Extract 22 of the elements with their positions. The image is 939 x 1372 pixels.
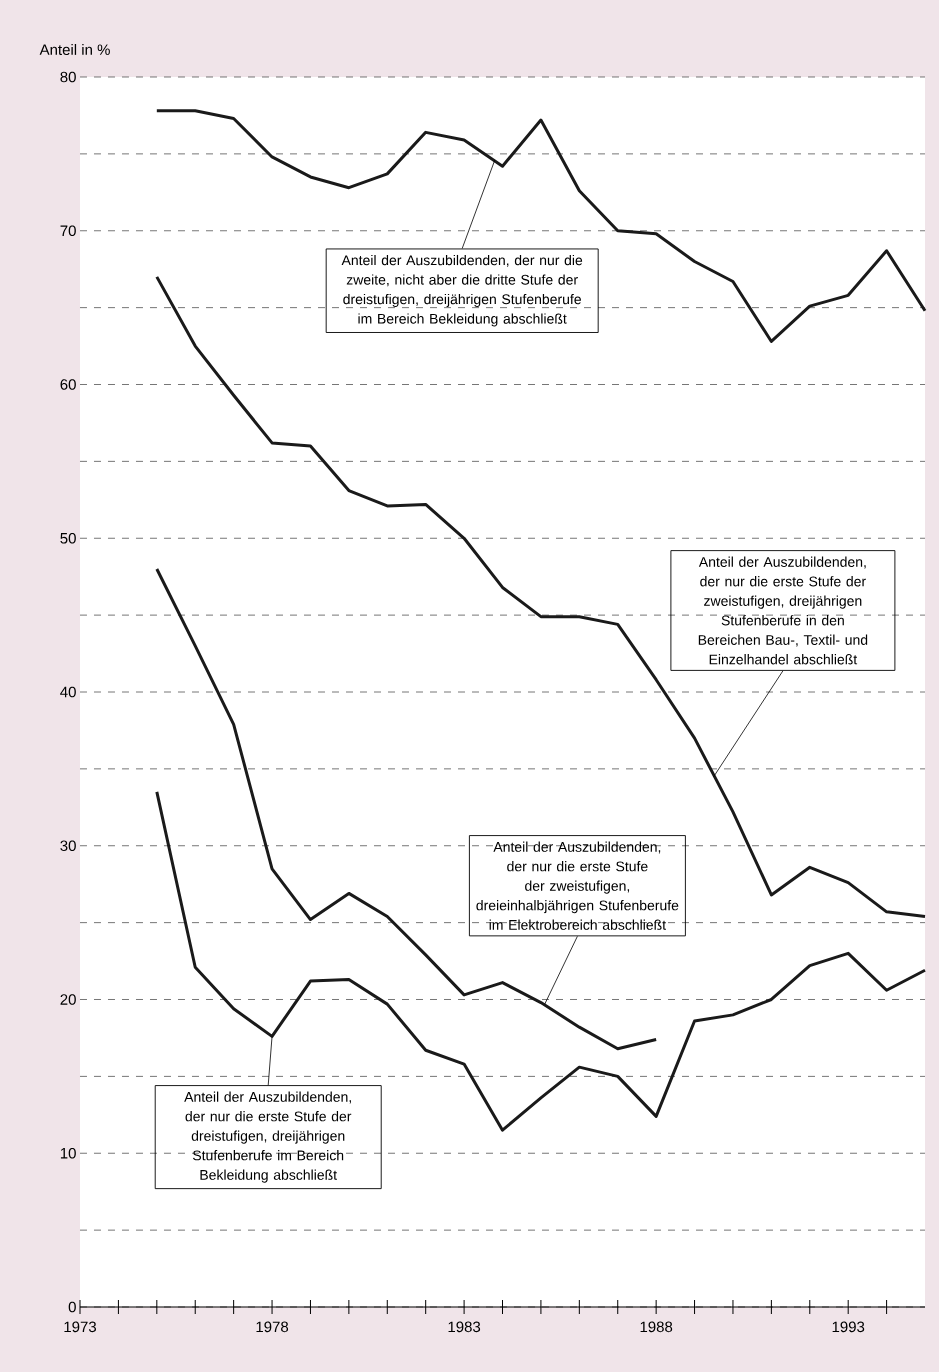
line-series [155, 790, 927, 1132]
y-tick-label: 40 [60, 686, 76, 698]
x-tick-label: 1988 [640, 1321, 673, 1333]
y-tick-label: 30 [60, 840, 76, 852]
y-axis-title: Anteil in % [39, 44, 110, 56]
y-tick-label: 0 [68, 1301, 76, 1313]
y-tick-label: 20 [60, 994, 76, 1005]
y-tick-label: 50 [60, 532, 76, 544]
y-tick-label: 80 [60, 71, 76, 83]
y-tick-label: 70 [60, 225, 76, 237]
annotation: Anteil der Auszubildenden, der nur die erste Stufe der zweistufigen, dreijährigen Stufenberufe in den Bereichen Bau-, Textil- und Einzelhandel abschließt [698, 556, 868, 665]
annotation: Anteil der Auszubildenden, der nur die zweite, nicht aber die dritte Stufe der dreistufigen, dreijährigen Stufenberufe im Bereich Bekleidung abschließt [341, 254, 583, 327]
y-tick-label: 60 [60, 379, 76, 390]
x-tick-label: 1973 [64, 1321, 97, 1333]
line-series [155, 275, 927, 918]
x-tick-label: 1978 [256, 1321, 289, 1333]
annotation: Anteil der Auszubildenden, der nur die erste Stufe der dreistufigen, dreijährigen Stufenberufe im Bereich Bekleidung abschließt [184, 1091, 352, 1183]
annotation: Anteil der Auszubildenden, der nur die erste Stufe der zweistufigen, dreieinhalbjährigen Stufenberufe im Elektrobereich abschließt [476, 841, 679, 930]
y-tick-label: 10 [60, 1147, 76, 1159]
x-tick-label: 1983 [448, 1321, 481, 1333]
line-series [155, 109, 927, 343]
x-tick-label: 1993 [832, 1321, 865, 1333]
